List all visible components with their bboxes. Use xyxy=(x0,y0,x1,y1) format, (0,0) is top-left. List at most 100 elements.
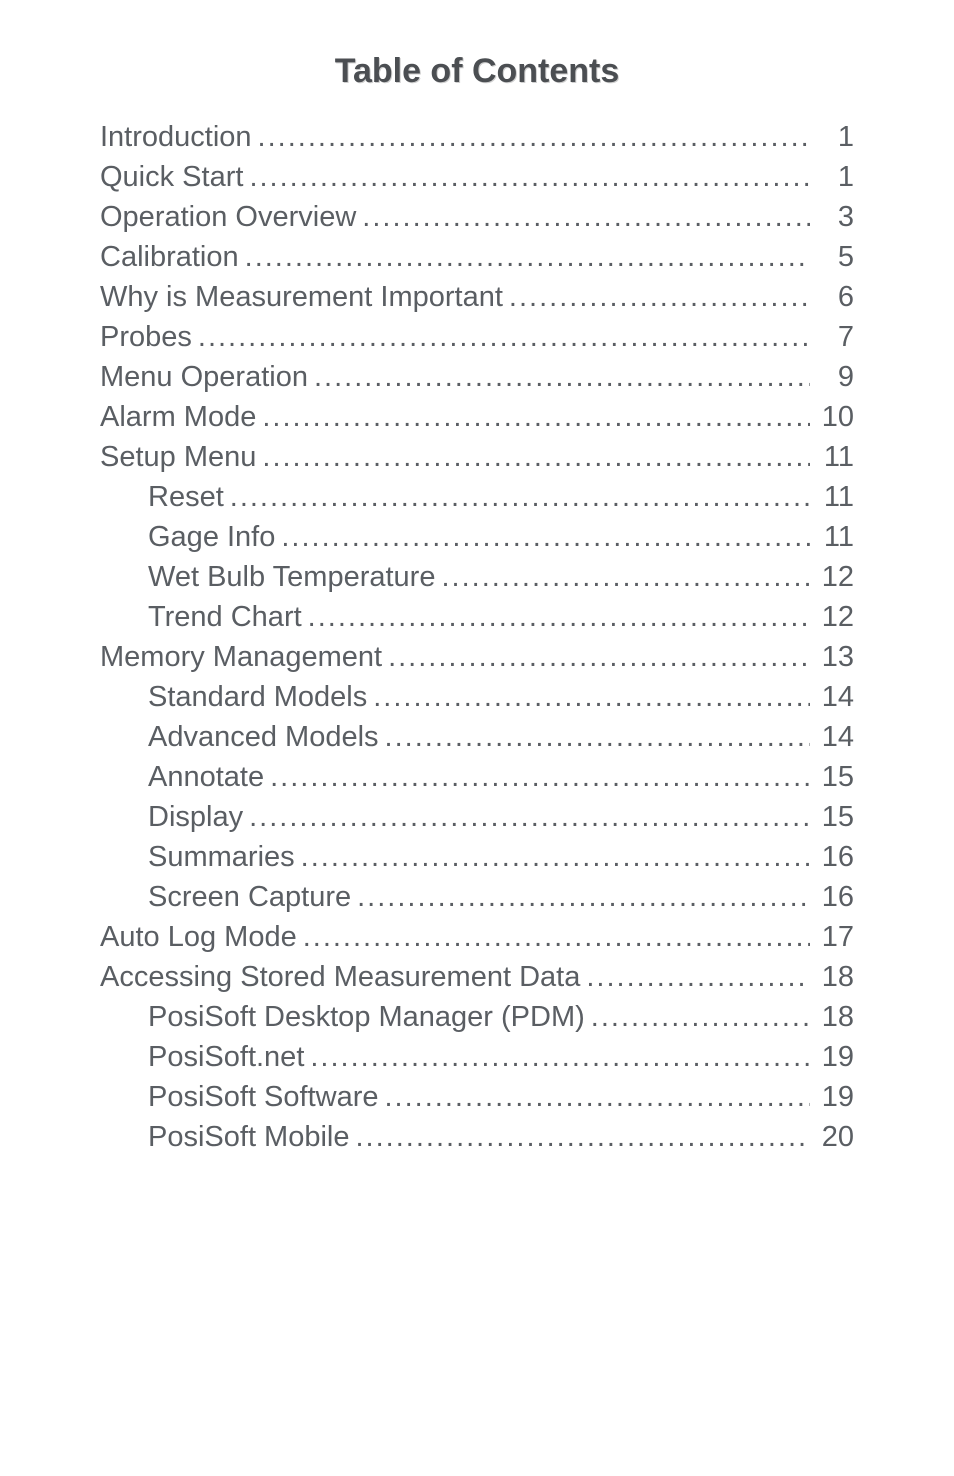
toc-label: Screen Capture xyxy=(100,877,351,917)
toc-label: PosiSoft Software xyxy=(100,1077,379,1117)
toc-leader xyxy=(224,477,810,517)
toc-row: Wet Bulb Temperature 12 xyxy=(100,557,854,597)
toc-row: Memory Management 13 xyxy=(100,637,854,677)
toc-page-number: 14 xyxy=(810,717,854,757)
toc-row: Quick Start 1 xyxy=(100,157,854,197)
toc-row: Standard Models 14 xyxy=(100,677,854,717)
toc-row: Probes 7 xyxy=(100,317,854,357)
toc-label: Trend Chart xyxy=(100,597,302,637)
toc-page-number: 19 xyxy=(810,1077,854,1117)
toc-label: Reset xyxy=(100,477,224,517)
toc-row: Menu Operation 9 xyxy=(100,357,854,397)
toc-leader xyxy=(275,517,810,557)
toc-leader xyxy=(308,357,810,397)
toc-page-number: 19 xyxy=(810,1037,854,1077)
toc-leader xyxy=(252,117,810,157)
toc-leader xyxy=(243,157,810,197)
toc-leader xyxy=(580,957,810,997)
page-title: Table of Contents xyxy=(100,52,854,91)
toc-page-number: 11 xyxy=(810,437,854,477)
toc-leader xyxy=(264,757,810,797)
toc-label: PosiSoft Desktop Manager (PDM) xyxy=(100,997,585,1037)
toc-label: Gage Info xyxy=(100,517,275,557)
toc-leader xyxy=(302,597,810,637)
toc-row: PosiSoft Desktop Manager (PDM) 18 xyxy=(100,997,854,1037)
toc-row: PosiSoft Software 19 xyxy=(100,1077,854,1117)
toc-label: Operation Overview xyxy=(100,197,356,237)
toc-page-number: 11 xyxy=(810,477,854,517)
toc-row: Calibration 5 xyxy=(100,237,854,277)
toc-leader xyxy=(379,1077,811,1117)
toc-row: Trend Chart 12 xyxy=(100,597,854,637)
toc-leader xyxy=(367,677,810,717)
toc-leader xyxy=(239,237,810,277)
toc-leader xyxy=(435,557,810,597)
toc-list: Introduction 1Quick Start 1Operation Ove… xyxy=(100,117,854,1157)
toc-label: Accessing Stored Measurement Data xyxy=(100,957,580,997)
toc-leader xyxy=(243,797,810,837)
toc-page-number: 14 xyxy=(810,677,854,717)
toc-label: Display xyxy=(100,797,243,837)
toc-row: Summaries 16 xyxy=(100,837,854,877)
toc-label: Alarm Mode xyxy=(100,397,256,437)
toc-row: Gage Info 11 xyxy=(100,517,854,557)
toc-page-number: 18 xyxy=(810,997,854,1037)
toc-leader xyxy=(356,197,810,237)
toc-row: Operation Overview 3 xyxy=(100,197,854,237)
toc-row: Reset 11 xyxy=(100,477,854,517)
toc-label: PosiSoft Mobile xyxy=(100,1117,350,1157)
toc-row: Advanced Models 14 xyxy=(100,717,854,757)
toc-leader xyxy=(350,1117,811,1157)
toc-label: Summaries xyxy=(100,837,295,877)
toc-label: Standard Models xyxy=(100,677,367,717)
toc-row: Accessing Stored Measurement Data 18 xyxy=(100,957,854,997)
toc-row: Introduction 1 xyxy=(100,117,854,157)
toc-leader xyxy=(382,637,810,677)
toc-page-number: 3 xyxy=(810,197,854,237)
toc-leader xyxy=(256,437,810,477)
toc-label: Wet Bulb Temperature xyxy=(100,557,435,597)
toc-row: Screen Capture 16 xyxy=(100,877,854,917)
toc-page-number: 5 xyxy=(810,237,854,277)
page: Table of Contents Introduction 1Quick St… xyxy=(0,0,954,1476)
toc-leader xyxy=(297,917,810,957)
toc-row: Setup Menu 11 xyxy=(100,437,854,477)
toc-leader xyxy=(295,837,810,877)
toc-label: Setup Menu xyxy=(100,437,256,477)
toc-page-number: 18 xyxy=(810,957,854,997)
toc-leader xyxy=(351,877,810,917)
toc-leader xyxy=(256,397,810,437)
toc-leader xyxy=(585,997,810,1037)
toc-row: Auto Log Mode 17 xyxy=(100,917,854,957)
toc-page-number: 1 xyxy=(810,157,854,197)
toc-leader xyxy=(304,1037,810,1077)
toc-label: Calibration xyxy=(100,237,239,277)
toc-page-number: 15 xyxy=(810,757,854,797)
toc-label: Probes xyxy=(100,317,192,357)
toc-row: Alarm Mode 10 xyxy=(100,397,854,437)
toc-label: PosiSoft.net xyxy=(100,1037,304,1077)
toc-label: Auto Log Mode xyxy=(100,917,297,957)
toc-page-number: 6 xyxy=(810,277,854,317)
toc-page-number: 16 xyxy=(810,837,854,877)
toc-page-number: 7 xyxy=(810,317,854,357)
toc-label: Memory Management xyxy=(100,637,382,677)
toc-row: Why is Measurement Important 6 xyxy=(100,277,854,317)
toc-row: Display 15 xyxy=(100,797,854,837)
toc-label: Annotate xyxy=(100,757,264,797)
toc-page-number: 17 xyxy=(810,917,854,957)
toc-label: Menu Operation xyxy=(100,357,308,397)
toc-leader xyxy=(192,317,810,357)
toc-label: Introduction xyxy=(100,117,252,157)
toc-page-number: 11 xyxy=(810,517,854,557)
toc-page-number: 16 xyxy=(810,877,854,917)
toc-label: Advanced Models xyxy=(100,717,379,757)
toc-label: Why is Measurement Important xyxy=(100,277,503,317)
toc-page-number: 15 xyxy=(810,797,854,837)
toc-page-number: 20 xyxy=(810,1117,854,1157)
toc-page-number: 12 xyxy=(810,597,854,637)
toc-page-number: 12 xyxy=(810,557,854,597)
toc-page-number: 10 xyxy=(810,397,854,437)
toc-page-number: 13 xyxy=(810,637,854,677)
toc-row: Annotate 15 xyxy=(100,757,854,797)
